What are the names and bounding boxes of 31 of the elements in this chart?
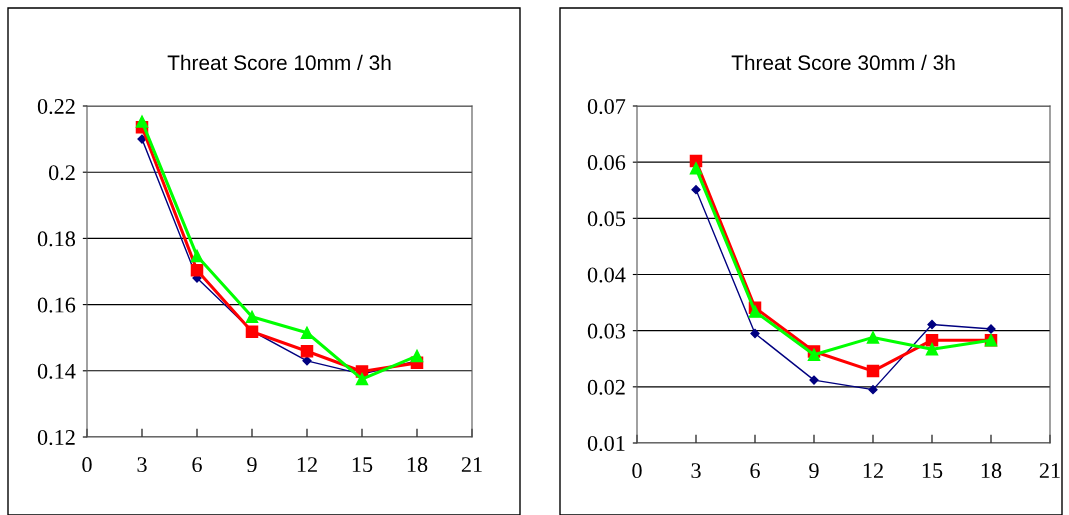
x-tick-label: 6: [192, 457, 202, 473]
y-tick-label: 0.2: [48, 165, 75, 181]
chart-title: Threat Score 10mm / 3h: [167, 54, 391, 71]
x-tick-label: 15: [352, 457, 373, 473]
x-tick-label: 12: [863, 463, 883, 478]
y-tick-label: 0.07: [587, 98, 626, 115]
y-tick-label: 0.18: [37, 231, 76, 247]
x-tick-label: 12: [297, 457, 317, 472]
y-tick-label: 0.06: [587, 155, 626, 171]
x-tick-label: 15: [922, 463, 943, 479]
x-tick-label: 3: [137, 457, 147, 473]
x-tick-label: 21: [461, 457, 482, 472]
x-tick-label: 0: [632, 463, 642, 479]
x-tick-label: 21: [1039, 463, 1060, 478]
y-tick-label: 0.16: [37, 297, 76, 313]
x-tick-label: 18: [407, 457, 428, 473]
y-tick-label: 0.05: [587, 211, 626, 227]
x-tick-label: 18: [981, 463, 1002, 479]
y-tick-label: 0.14: [37, 363, 76, 379]
x-tick-label: 0: [82, 457, 92, 473]
y-tick-label: 0.02: [587, 379, 625, 395]
y-tick-label: 0.01: [587, 435, 625, 452]
x-tick-label: 6: [750, 463, 760, 479]
chart-title: Threat Score 30mm / 3h: [731, 54, 955, 71]
x-tick-label: 3: [691, 463, 701, 479]
y-tick-label: 0.12: [37, 429, 75, 446]
y-tick-label: 0.22: [37, 98, 75, 115]
x-tick-label: 9: [809, 463, 819, 479]
y-tick-label: 0.04: [587, 267, 626, 283]
x-tick-label: 9: [247, 457, 257, 473]
y-tick-label: 0.03: [587, 323, 626, 339]
